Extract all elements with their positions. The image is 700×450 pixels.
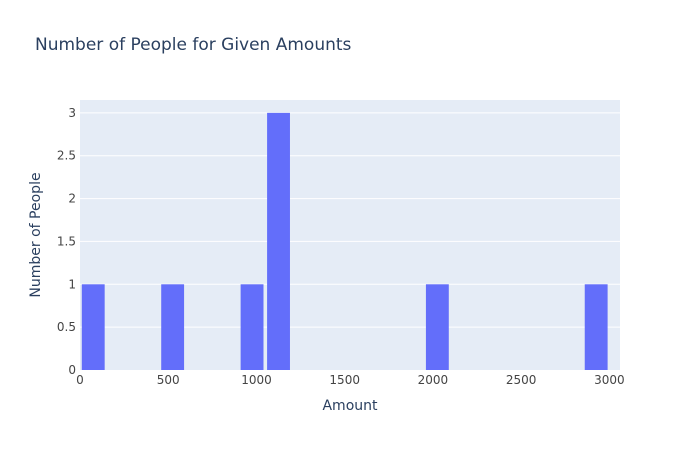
histogram-bar bbox=[161, 284, 185, 370]
x-axis-ticks: 0 500 1000 1500 2000 2500 3000 bbox=[76, 373, 625, 387]
y-axis-ticks: 0 0.5 1 1.5 2 2.5 3 bbox=[57, 106, 76, 377]
plot-background bbox=[80, 100, 620, 370]
bars bbox=[81, 112, 608, 370]
x-tick-label: 3000 bbox=[594, 373, 625, 387]
histogram-bar bbox=[267, 112, 290, 370]
y-tick-label: 3 bbox=[68, 106, 76, 120]
x-tick-label: 0 bbox=[76, 373, 84, 387]
histogram-bar bbox=[81, 284, 105, 370]
y-axis-title: Number of People bbox=[28, 172, 44, 297]
x-tick-label: 1500 bbox=[329, 373, 360, 387]
x-tick-label: 2500 bbox=[506, 373, 537, 387]
histogram-bar bbox=[240, 284, 264, 370]
x-tick-label: 2000 bbox=[418, 373, 449, 387]
histogram-bar bbox=[584, 284, 608, 370]
y-tick-label: 0 bbox=[68, 363, 76, 377]
x-tick-label: 500 bbox=[157, 373, 180, 387]
y-tick-label: 2 bbox=[68, 192, 76, 206]
histogram-bar bbox=[425, 284, 449, 370]
x-axis-title: Amount bbox=[322, 398, 378, 414]
y-tick-label: 2.5 bbox=[57, 149, 76, 163]
chart-title: Number of People for Given Amounts bbox=[35, 35, 352, 55]
y-tick-label: 1.5 bbox=[57, 234, 76, 248]
y-tick-label: 1 bbox=[68, 277, 76, 291]
x-tick-label: 1000 bbox=[241, 373, 272, 387]
y-tick-label: 0.5 bbox=[57, 320, 76, 334]
